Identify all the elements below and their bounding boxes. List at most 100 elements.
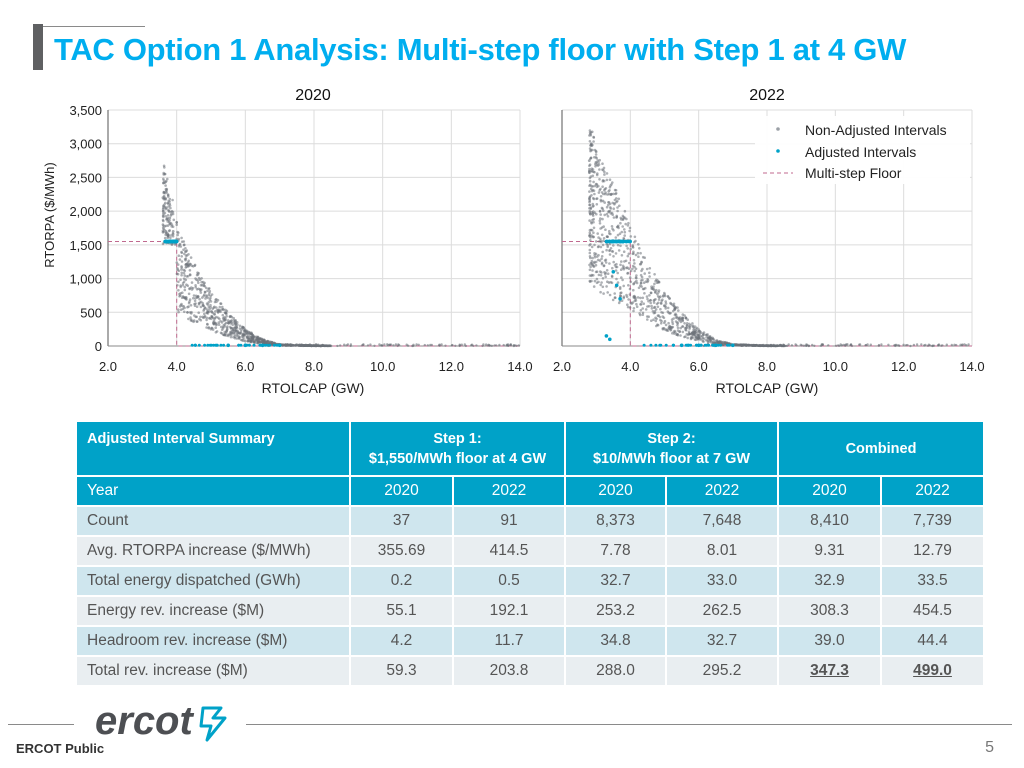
non-adjusted-point — [590, 245, 594, 249]
non-adjusted-point — [652, 288, 656, 291]
non-adjusted-point — [173, 243, 177, 246]
adjusted-point — [243, 343, 247, 347]
non-adjusted-point — [196, 294, 200, 298]
non-adjusted-point — [215, 323, 218, 327]
non-adjusted-point — [627, 267, 631, 270]
non-adjusted-point — [631, 244, 635, 247]
non-adjusted-point — [232, 331, 236, 335]
non-adjusted-point — [444, 344, 447, 347]
non-adjusted-point — [668, 327, 671, 330]
non-adjusted-point — [237, 335, 241, 338]
non-adjusted-point — [166, 224, 170, 227]
adjusted-point — [614, 239, 618, 244]
non-adjusted-point — [654, 308, 658, 311]
table-cell: 288.0 — [564, 655, 667, 687]
non-adjusted-point — [621, 225, 624, 228]
non-adjusted-point — [221, 305, 224, 309]
non-adjusted-point — [834, 344, 838, 347]
non-adjusted-point — [592, 210, 595, 213]
non-adjusted-point — [589, 239, 592, 242]
non-adjusted-point — [251, 334, 255, 337]
non-adjusted-point — [594, 153, 598, 156]
non-adjusted-point — [179, 284, 182, 287]
legend-marker-non-adjusted — [776, 127, 780, 131]
non-adjusted-point — [228, 331, 232, 334]
non-adjusted-point — [206, 323, 209, 326]
non-adjusted-point — [608, 253, 612, 256]
non-adjusted-point — [794, 343, 797, 346]
non-adjusted-point — [593, 243, 596, 247]
non-adjusted-point — [953, 343, 956, 346]
non-adjusted-point — [180, 251, 184, 255]
non-adjusted-point — [923, 344, 926, 347]
adjusted-point — [197, 343, 201, 347]
non-adjusted-point — [161, 196, 165, 200]
non-adjusted-point — [593, 255, 597, 259]
non-adjusted-point — [222, 318, 226, 321]
non-adjusted-point — [205, 311, 209, 315]
non-adjusted-point — [697, 335, 700, 339]
non-adjusted-point — [691, 325, 695, 328]
adjusted-point — [711, 343, 715, 347]
non-adjusted-point — [161, 242, 165, 246]
non-adjusted-point — [646, 318, 649, 321]
non-adjusted-point — [594, 182, 598, 186]
table-cell: 91 — [452, 505, 566, 537]
non-adjusted-point — [212, 321, 215, 325]
non-adjusted-point — [650, 319, 653, 322]
non-adjusted-point — [609, 280, 612, 284]
adjusted-point — [212, 343, 216, 347]
table-cell: 0.5 — [452, 565, 566, 597]
adjusted-interval-summary-table: Adjusted Interval Summary Step 1: $1,550… — [75, 420, 986, 687]
adjusted-point — [206, 343, 210, 347]
non-adjusted-point — [592, 135, 595, 139]
non-adjusted-point — [667, 321, 670, 325]
non-adjusted-point — [162, 181, 165, 185]
non-adjusted-point — [198, 278, 202, 281]
non-adjusted-point — [648, 271, 651, 275]
non-adjusted-point — [240, 327, 243, 331]
non-adjusted-point — [203, 291, 207, 294]
non-adjusted-point — [601, 285, 605, 289]
non-adjusted-point — [197, 311, 200, 314]
non-adjusted-point — [655, 302, 659, 306]
legend-box — [755, 116, 970, 184]
non-adjusted-point — [180, 271, 183, 275]
non-adjusted-point — [691, 331, 694, 334]
non-adjusted-point — [811, 343, 814, 347]
non-adjusted-point — [604, 187, 608, 190]
non-adjusted-point — [612, 216, 616, 219]
non-adjusted-point — [653, 273, 656, 276]
non-adjusted-point — [678, 330, 682, 333]
adjusted-point — [277, 343, 282, 348]
non-adjusted-point — [675, 315, 679, 319]
non-adjusted-point — [641, 255, 645, 259]
non-adjusted-point — [194, 297, 197, 300]
non-adjusted-point — [604, 261, 608, 264]
non-adjusted-point — [219, 325, 223, 329]
table-cell-highlight: 499.0 — [879, 655, 986, 687]
non-adjusted-point — [611, 181, 614, 184]
non-adjusted-point — [765, 344, 768, 347]
non-adjusted-point — [631, 264, 635, 268]
non-adjusted-point — [676, 326, 680, 330]
non-adjusted-point — [176, 230, 179, 234]
non-adjusted-point — [650, 307, 654, 310]
adjusted-point — [219, 343, 223, 347]
table-cell: 7,648 — [665, 505, 779, 537]
non-adjusted-point — [661, 311, 665, 315]
non-adjusted-point — [631, 252, 635, 256]
non-adjusted-point — [612, 255, 615, 258]
non-adjusted-point — [179, 278, 182, 282]
x-tick-label: 4.0 — [168, 359, 186, 374]
non-adjusted-point — [167, 195, 170, 198]
non-adjusted-point — [164, 197, 168, 201]
non-adjusted-point — [167, 210, 171, 213]
non-adjusted-point — [193, 302, 196, 306]
x-tick-label: 10.0 — [370, 359, 395, 374]
non-adjusted-point — [591, 269, 594, 272]
non-adjusted-point — [616, 206, 619, 209]
non-adjusted-point — [176, 233, 179, 237]
non-adjusted-point — [588, 167, 591, 171]
non-adjusted-point — [262, 341, 265, 344]
